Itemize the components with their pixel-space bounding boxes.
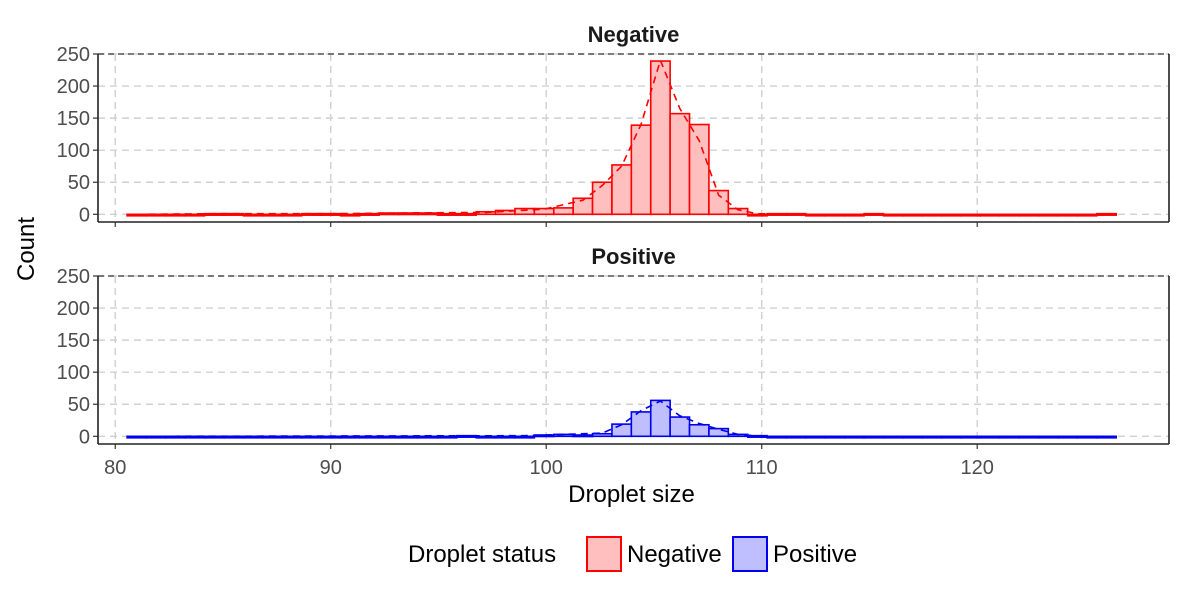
bar [630,411,652,438]
x-tick-label: 120 [961,457,994,479]
y-tick-label: 200 [57,298,90,320]
bar [262,213,284,217]
legend-title: Droplet status [408,541,556,568]
y-tick-label: 100 [57,362,90,384]
x-tick-label: 100 [530,457,563,479]
y-tick-label: 250 [57,266,90,288]
density-curve [136,57,1107,216]
bar [1096,435,1118,439]
y-tick-label: 250 [57,44,90,66]
y-axis-label: Count [13,217,40,281]
panel-positive: Positive 0 50 100 150 200 250 80 90 100 110 120 [57,244,1170,479]
bar [688,423,710,438]
density-curve [136,400,1107,438]
bar [688,123,710,216]
y-tick-label: 150 [57,330,90,352]
panel-title: Positive [591,244,675,269]
bar [708,427,730,438]
legend-swatch [732,536,768,572]
y-tick-label: 50 [68,394,90,416]
y-tick-label: 100 [57,140,90,162]
bar [669,416,691,438]
bar [339,213,361,217]
panel-title: Negative [588,22,680,47]
y-tick-label: 200 [57,76,90,98]
bar [514,435,536,439]
y-tick-label: 0 [79,204,90,226]
y-tick-label: 0 [79,426,90,448]
bar [552,207,574,216]
x-axis-label: Droplet size [568,481,695,508]
bar [455,212,477,216]
legend-item-label: Positive [773,541,857,568]
y-tick-label: 150 [57,108,90,130]
bar [649,60,671,216]
bar [436,212,458,216]
bar [611,164,633,216]
legend-item-label: Negative [627,541,722,568]
x-tick-label: 110 [746,457,778,479]
panel-negative: Negative 0 50 100 150 200 250 [57,22,1170,227]
x-tick-label: 90 [320,457,342,479]
legend-swatch [586,536,622,572]
histogram-bars [126,60,1118,217]
bar [611,423,633,438]
bar [281,213,303,217]
y-tick-label: 50 [68,172,90,194]
legend: Droplet status Negative Positive [408,536,857,572]
bar [242,213,264,217]
bar [591,181,613,216]
bar [514,207,536,216]
histogram-bars [126,399,1118,439]
bar [669,112,691,216]
bar [572,434,594,438]
x-tick-label: 80 [104,457,126,479]
